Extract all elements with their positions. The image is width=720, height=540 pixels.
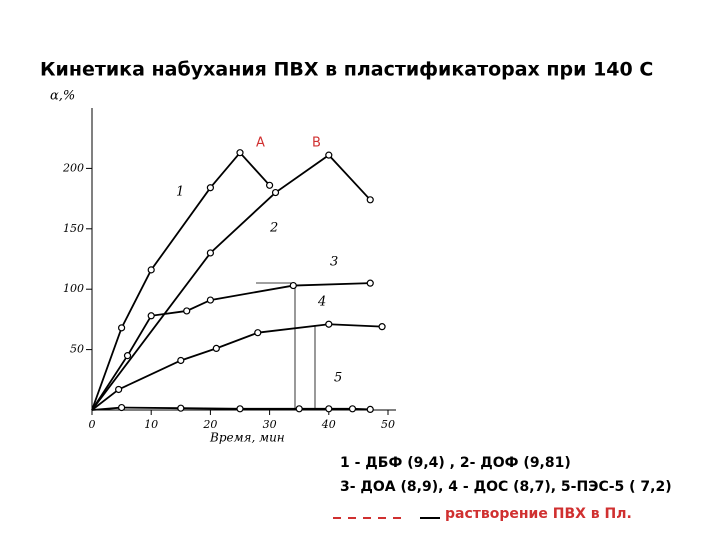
y-tick-label: 200: [62, 161, 84, 174]
point: [271, 188, 280, 197]
point: [378, 323, 386, 331]
point: [147, 266, 155, 274]
point: [123, 352, 132, 360]
annotation: B: [312, 136, 321, 151]
series-line: [91, 323, 383, 411]
series-label: 5: [334, 371, 342, 386]
point: [117, 403, 126, 412]
point: [206, 296, 214, 304]
x-tick-label: 30: [263, 418, 277, 431]
series-label: 1: [176, 185, 184, 200]
y-axis-label: α,%: [50, 89, 75, 104]
x-axis-label: Время, мин: [209, 431, 285, 445]
y-tick-label: 150: [63, 222, 84, 235]
y-tick-label: 100: [63, 282, 84, 295]
point: [177, 356, 185, 365]
series-line: [91, 151, 271, 411]
point: [366, 279, 374, 287]
series-label: 4: [317, 295, 326, 310]
series-label: 3: [330, 255, 338, 270]
x-tick-label: 20: [202, 418, 217, 431]
point: [366, 405, 374, 413]
point: [177, 404, 185, 412]
point: [117, 324, 126, 332]
point: [206, 184, 214, 192]
series-label: 2: [269, 221, 278, 236]
point: [254, 329, 262, 337]
point: [147, 312, 155, 320]
point: [183, 307, 191, 315]
point: [212, 344, 220, 352]
point: [236, 149, 244, 157]
note: 3- ДОА (8,9), 4 - ДОС (8,7), 5-ПЭС-5 ( 7…: [340, 479, 672, 495]
note: 1 - ДБФ (9,4) , 2- ДОФ (9,81): [340, 455, 571, 471]
note: растворение ПВХ в Пл.: [445, 506, 632, 522]
x-tick-label: 40: [321, 418, 336, 431]
y-tick-label: 50: [70, 343, 84, 356]
point: [348, 405, 357, 413]
x-tick-label: 0: [89, 418, 96, 431]
annotation: A: [256, 136, 265, 151]
point: [325, 320, 333, 328]
series-line: [91, 406, 371, 411]
point: [289, 281, 297, 290]
x-tick-label: 10: [144, 418, 158, 431]
point: [206, 249, 214, 257]
point: [266, 181, 274, 189]
point: [295, 405, 303, 413]
point: [325, 405, 333, 413]
point: [115, 385, 123, 394]
point: [325, 151, 333, 159]
series-line: [91, 153, 371, 411]
chart-title: Кинетика набухания ПВХ в пластификаторах…: [40, 59, 653, 81]
point: [236, 405, 244, 413]
x-tick-label: 50: [381, 418, 395, 431]
point: [366, 196, 374, 204]
